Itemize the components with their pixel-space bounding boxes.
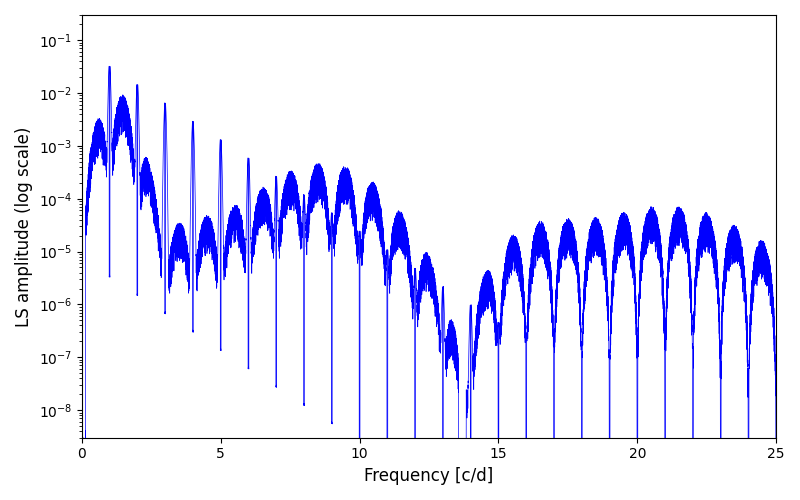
Y-axis label: LS amplitude (log scale): LS amplitude (log scale) [15,126,33,326]
X-axis label: Frequency [c/d]: Frequency [c/d] [364,467,494,485]
